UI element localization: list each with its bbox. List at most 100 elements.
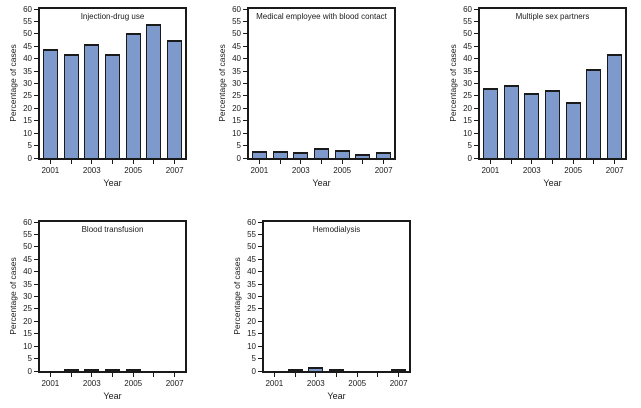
y-tick-label: 30 [232, 79, 241, 88]
y-tick-label: 50 [247, 242, 256, 252]
y-tick-label: 35 [463, 66, 472, 76]
bar-2005 [125, 369, 141, 372]
x-tick-label: 2003 [522, 166, 541, 175]
y-tick-mark [34, 120, 38, 122]
y-tick-mark [34, 95, 38, 97]
y-tick-mark [258, 246, 262, 248]
y-tick-label: 60 [247, 217, 256, 227]
y-tick-mark [34, 70, 38, 72]
y-tick-mark [474, 70, 478, 72]
y-tick-label: 5 [27, 141, 32, 151]
y-tick-mark [34, 8, 38, 10]
x-tick-mark [531, 160, 533, 164]
y-tick-label: 20 [23, 316, 32, 326]
y-tick-mark [474, 83, 478, 84]
x-axis-title: Year [543, 178, 562, 188]
bar-2002 [503, 84, 519, 158]
y-tick-label: 40 [23, 54, 32, 64]
bar-2004 [545, 89, 560, 158]
y-tick-mark [474, 132, 478, 134]
x-tick-mark [132, 373, 134, 377]
x-tick-mark [510, 160, 512, 164]
y-tick-mark [474, 45, 478, 47]
y-tick-mark [474, 8, 478, 10]
bar-2004 [314, 148, 329, 158]
y-tick-mark [243, 157, 247, 159]
x-tick-mark [279, 160, 281, 164]
x-tick-label: 2001 [250, 166, 269, 175]
x-tick-mark [70, 160, 72, 164]
y-tick-label: 35 [23, 279, 32, 289]
y-tick-label: 30 [247, 292, 256, 301]
y-tick-label: 55 [463, 16, 472, 26]
y-tick-mark [34, 233, 38, 235]
bar-2001 [42, 48, 58, 158]
y-tick-label: 40 [23, 267, 32, 277]
bar-2001 [251, 151, 267, 158]
y-tick-mark [258, 233, 262, 235]
y-tick-label: 10 [247, 341, 256, 351]
y-tick-label: 35 [232, 66, 241, 76]
x-axis-title: Year [103, 178, 122, 188]
y-tick-label: 45 [23, 41, 32, 51]
x-tick-label: 2001 [41, 166, 60, 175]
y-tick-mark [34, 283, 38, 285]
y-tick-mark [243, 132, 247, 134]
y-tick-mark [34, 33, 38, 35]
x-tick-label: 2003 [82, 379, 101, 388]
x-tick-label: 2003 [306, 379, 325, 388]
y-tick-label: 60 [23, 4, 32, 14]
chart-title: Blood transfusion [81, 225, 144, 234]
y-tick-label: 60 [463, 4, 472, 14]
chart-title: Multiple sex partners [515, 12, 590, 21]
y-tick-label: 20 [23, 103, 32, 113]
bar-2004 [329, 368, 344, 371]
chart-panel-blood-transfusion: Percentage of cases Blood transfusion Ye… [0, 213, 214, 408]
x-tick-mark [132, 160, 134, 164]
x-tick-mark [49, 373, 51, 377]
y-tick-mark [34, 246, 38, 248]
y-tick-label: 15 [232, 116, 241, 126]
x-tick-mark [336, 373, 337, 377]
y-tick-label: 25 [463, 91, 472, 101]
y-tick-mark [243, 83, 247, 84]
y-tick-label: 5 [467, 141, 472, 151]
x-tick-mark [91, 373, 93, 377]
x-tick-mark [258, 160, 260, 164]
y-tick-mark [34, 296, 38, 297]
y-tick-label: 10 [23, 341, 32, 351]
y-tick-mark [34, 345, 38, 347]
chart-panel-multiple-sex-partners: Percentage of cases Multiple sex partner… [440, 0, 641, 205]
plot-area: Hemodialysis [262, 220, 411, 373]
y-tick-mark [34, 107, 38, 109]
bar-2005 [125, 32, 141, 158]
y-tick-mark [34, 308, 38, 310]
y-tick-label: 40 [463, 54, 472, 64]
y-tick-label: 25 [232, 91, 241, 101]
y-tick-mark [34, 83, 38, 84]
x-tick-label: 2003 [82, 166, 101, 175]
bar-2006 [586, 68, 602, 158]
y-tick-label: 50 [463, 29, 472, 39]
y-tick-label: 15 [463, 116, 472, 126]
y-tick-label: 45 [23, 254, 32, 264]
y-tick-mark [34, 145, 38, 147]
chart-panel-medical-employee-blood-contact: Percentage of cases Medical employee wit… [209, 0, 423, 205]
bar-2003 [308, 366, 324, 371]
x-axis-title: Year [312, 178, 331, 188]
y-tick-label: 10 [463, 128, 472, 138]
y-tick-mark [34, 370, 38, 372]
y-tick-label: 10 [23, 128, 32, 138]
y-tick-label: 55 [247, 229, 256, 239]
y-tick-mark [34, 157, 38, 159]
bar-2003 [293, 152, 309, 158]
y-tick-label: 55 [23, 16, 32, 26]
x-tick-mark [91, 160, 93, 164]
bar-2002 [287, 368, 303, 371]
bar-2007 [607, 53, 623, 158]
y-tick-label: 35 [247, 279, 256, 289]
y-tick-label: 25 [23, 304, 32, 314]
y-tick-mark [474, 120, 478, 122]
y-tick-mark [258, 345, 262, 347]
